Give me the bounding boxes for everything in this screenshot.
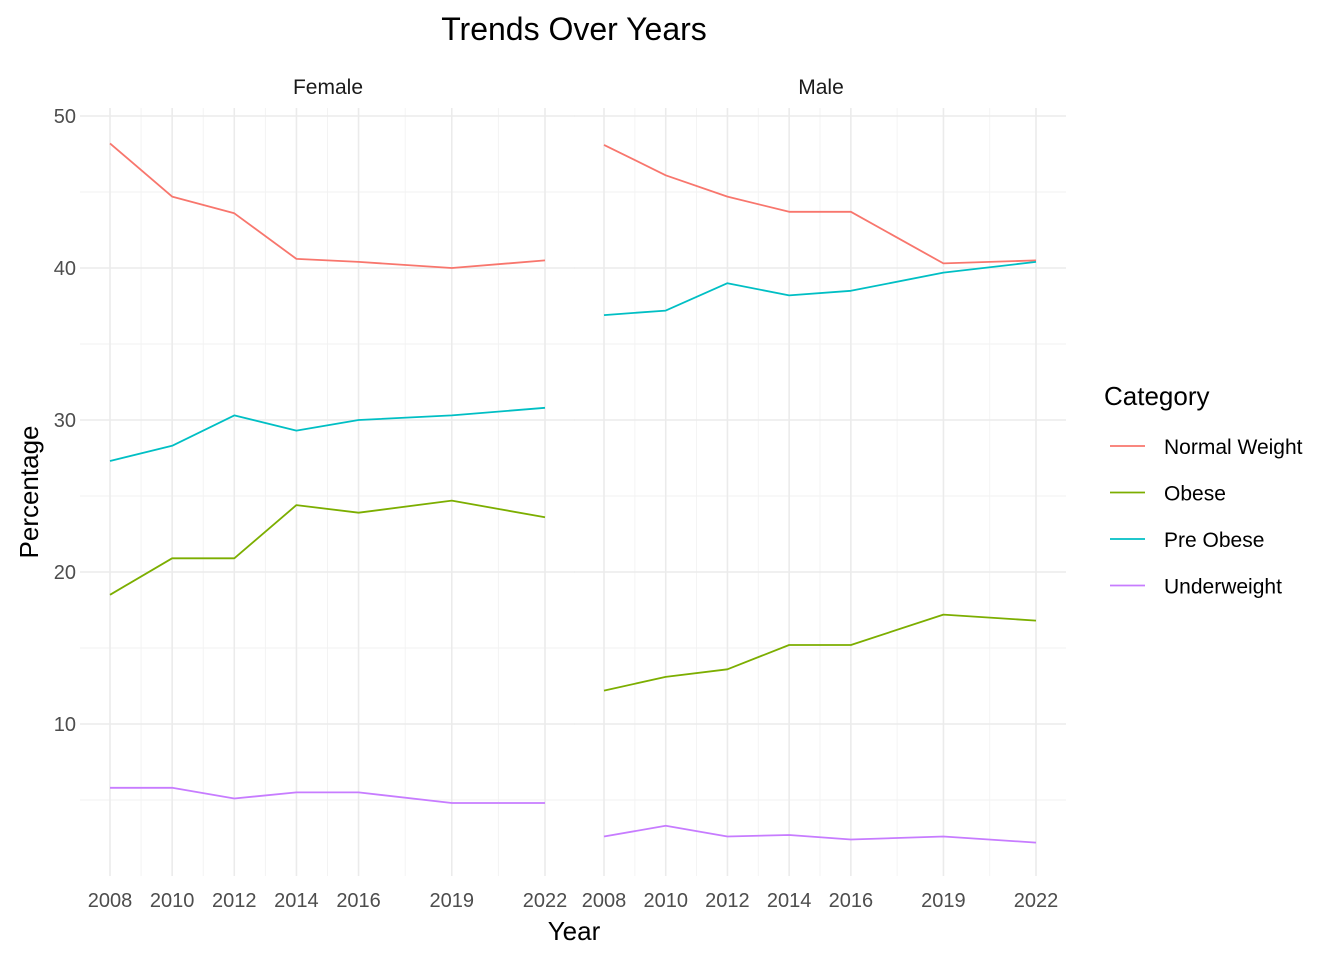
legend-label-obese: Obese [1164,483,1226,506]
series-line-obese [603,613,1037,692]
legend-item-normal-weight: Normal Weight [1110,436,1303,459]
y-axis-ticks: 10 20 30 40 50 [54,106,76,736]
y-axis-title: Percentage [14,426,44,559]
x-tick-label: 2019 [430,890,475,912]
x-tick-label: 2008 [88,890,133,912]
series-line-normal-weight [603,144,1037,265]
legend-item-obese: Obese [1110,483,1226,506]
y-tick-label: 30 [54,410,76,432]
legend-item-underweight: Underweight [1110,576,1282,599]
x-tick-label: 2012 [212,890,257,912]
legend-item-pre-obese: Pre Obese [1110,529,1264,552]
series-line-pre-obese [109,406,546,462]
x-tick-label: 2014 [274,890,319,912]
x-axis-title: Year [548,916,601,946]
legend: Category Normal Weight Obese Pre Obese Unde… [1104,381,1303,599]
legend-title: Category [1104,381,1210,411]
x-tick-label: 2008 [582,890,627,912]
y-tick-label: 50 [54,106,76,128]
x-tick-label: 2019 [921,890,966,912]
y-tick-label: 10 [54,714,76,736]
legend-label-pre-obese: Pre Obese [1164,529,1264,552]
facet-label-female: Female [293,76,363,99]
x-tick-label: 2022 [1014,890,1059,912]
x-tick-label: 2010 [643,890,688,912]
x-tick-label: 2016 [336,890,381,912]
facet-panel-female: Female [80,76,575,876]
facet-label-male: Male [798,76,844,99]
legend-label-underweight: Underweight [1164,576,1282,599]
x-tick-label: 2016 [829,890,874,912]
x-axis-ticks-male: 2008 2010 2012 2014 2016 2019 2022 [582,890,1059,912]
x-tick-label: 2022 [523,890,568,912]
series-line-pre-obese [603,261,1037,316]
x-tick-label: 2014 [767,890,812,912]
series-line-normal-weight [109,142,546,269]
y-tick-label: 40 [54,258,76,280]
facet-panel-male: Male [574,76,1066,876]
legend-label-normal-weight: Normal Weight [1164,436,1303,459]
x-tick-label: 2012 [705,890,750,912]
chart-title: Trends Over Years [441,11,707,47]
x-axis-ticks-female: 2008 2010 2012 2014 2016 2019 2022 [88,890,568,912]
series-line-underweight [110,786,545,804]
series-line-underweight [603,824,1037,844]
x-tick-label: 2010 [150,890,195,912]
y-tick-label: 20 [54,562,76,584]
series-line-obese [109,499,546,596]
